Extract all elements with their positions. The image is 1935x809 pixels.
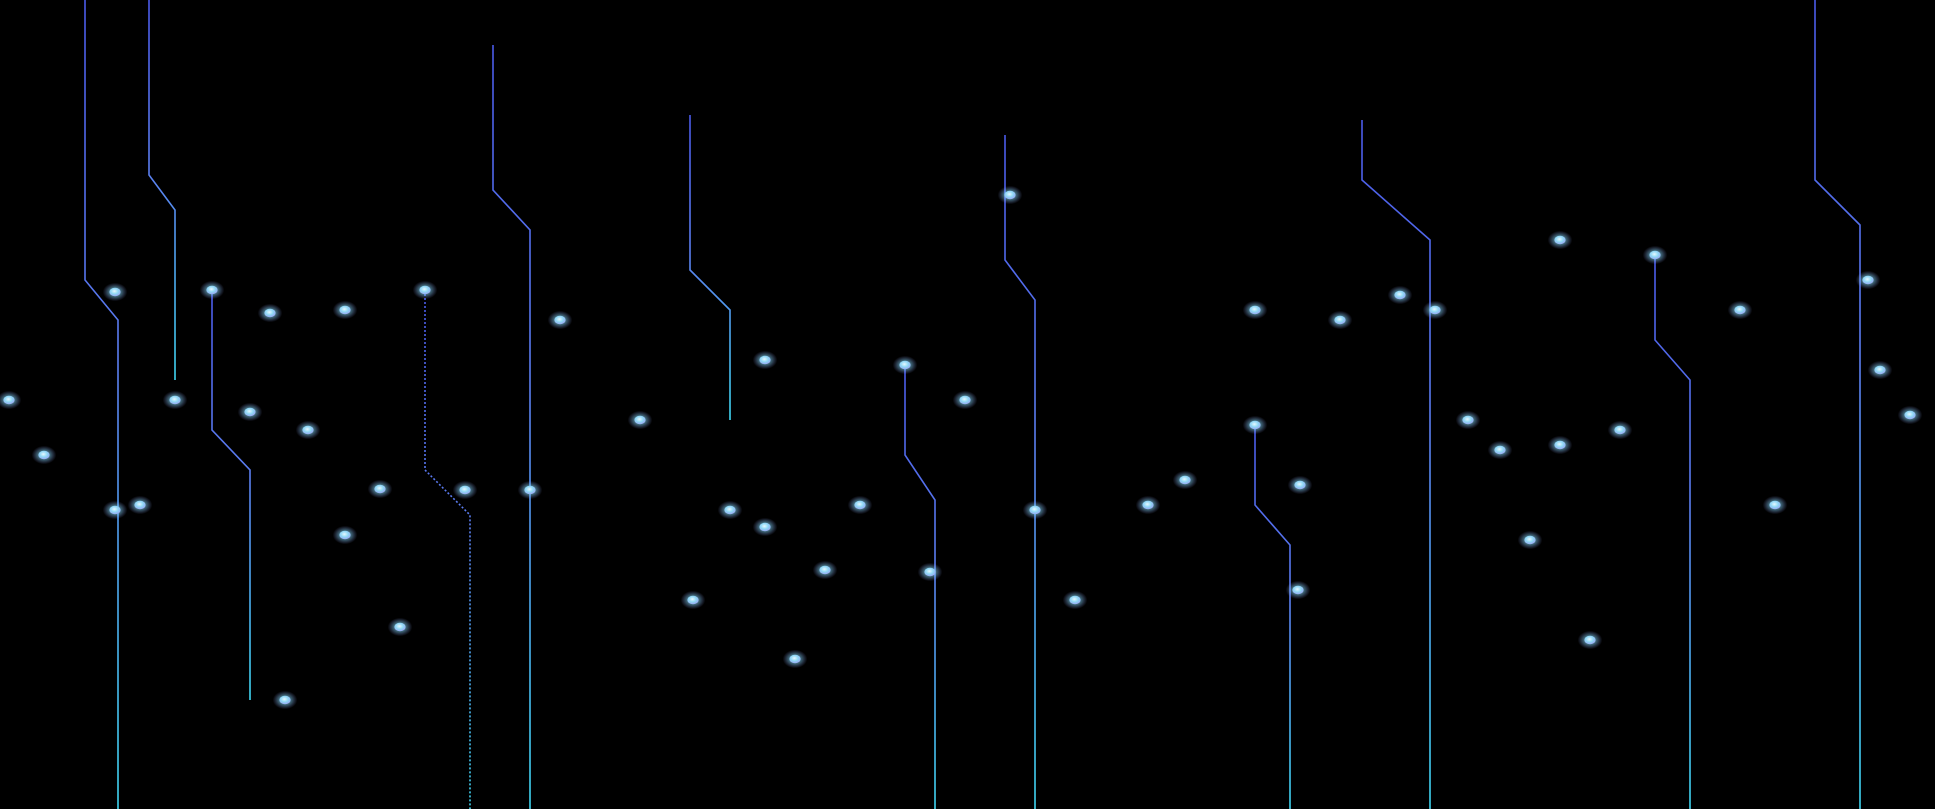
node-dot [244,407,256,417]
node-dot [264,308,276,318]
node-dot [1554,440,1566,450]
node-dot [339,530,351,540]
node-dot [1069,595,1081,605]
node-dot [854,500,866,510]
circuit-trace [148,0,176,380]
node-dot [1394,290,1406,300]
node-dot [1494,445,1506,455]
node-dot [279,695,291,705]
node-dot [924,567,936,577]
node-dot [459,485,471,495]
circuit-trace [689,115,731,420]
node-dot [1462,415,1474,425]
node-dot [724,505,736,515]
circuit-trace [211,290,251,700]
node-dot [1769,500,1781,510]
node-dot [169,395,181,405]
node-dot [634,415,646,425]
circuit-trace [1814,0,1861,809]
node-dot [1874,365,1886,375]
trace-layer [8,0,1931,809]
node-dot [759,522,771,532]
node-dot [374,484,386,494]
node-dot [206,285,218,295]
node-dot [819,565,831,575]
node-dot [302,425,314,435]
node-dot [899,360,911,370]
circuit-trace [492,45,531,809]
circuit-trace [1361,120,1431,809]
node-dot [339,305,351,315]
node-dot [1734,305,1746,315]
node-dot [3,395,15,405]
node-dot [1584,635,1596,645]
node-dot [1249,305,1261,315]
node-dot [1554,235,1566,245]
node-dot [1334,315,1346,325]
node-dot [109,287,121,297]
node-dot [1294,480,1306,490]
node-dot [1429,305,1441,315]
node-dot [1179,475,1191,485]
node-dot-layer [0,185,1923,710]
circuit-trace [1254,425,1291,809]
circuit-trace [84,0,119,809]
node-dot [1904,410,1916,420]
node-dot [554,315,566,325]
node-dot [759,355,771,365]
node-dot [1524,535,1536,545]
circuit-trace [424,290,471,809]
node-dot [959,395,971,405]
node-dot [1249,420,1261,430]
node-dot [1029,505,1041,515]
node-dot [1614,425,1626,435]
node-dot [789,654,801,664]
node-dot [687,595,699,605]
node-dot [1142,500,1154,510]
node-dot [1004,190,1016,200]
circuit-trace [904,365,936,809]
node-dot [134,500,146,510]
node-dot [524,485,536,495]
node-dot [109,505,121,515]
node-dot [1649,250,1661,260]
node-dot [38,450,50,460]
node-dot [394,622,406,632]
circuit-trace [1654,255,1691,809]
node-dot [1862,275,1874,285]
node-dot [1292,585,1304,595]
node-dot [419,285,431,295]
